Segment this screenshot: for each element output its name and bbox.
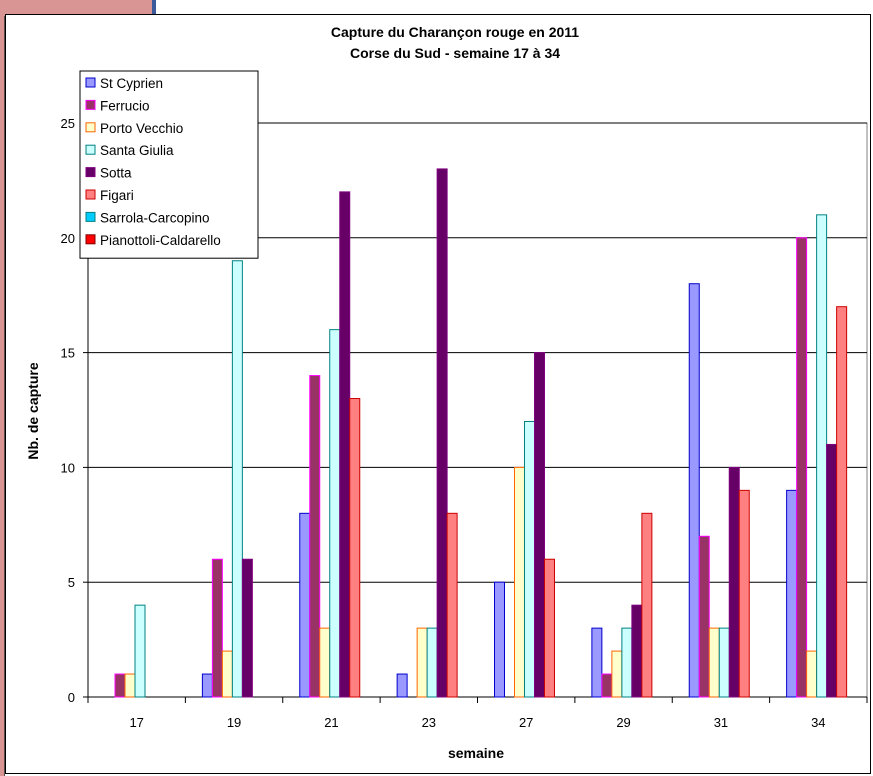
legend-label: St Cyprien — [100, 76, 163, 91]
bar — [631, 604, 643, 698]
bar — [601, 673, 613, 698]
x-tick-label: 17 — [129, 715, 143, 730]
bar — [426, 627, 438, 698]
bar — [396, 673, 408, 698]
legend-label: Santa Giulia — [100, 143, 174, 158]
bar — [641, 512, 653, 698]
y-axis-title: Nb. de capture — [25, 362, 41, 459]
x-tick-label: 34 — [811, 715, 825, 730]
bar — [231, 260, 243, 698]
legend-label: Ferrucio — [100, 98, 150, 113]
bar — [708, 627, 720, 698]
x-tick-label: 19 — [227, 715, 241, 730]
legend-label: Pianottoli-Caldarello — [100, 233, 221, 248]
y-tick-label: 15 — [61, 346, 75, 361]
legend-swatch — [85, 144, 96, 155]
x-tick-label: 29 — [616, 715, 630, 730]
legend-swatch — [85, 77, 96, 88]
y-tick-label: 20 — [61, 231, 75, 246]
bar — [534, 352, 545, 698]
bar — [514, 466, 525, 698]
bar — [201, 673, 213, 698]
chart-subtitle: Corse du Sud - semaine 17 à 34 — [350, 45, 560, 61]
legend-label: Porto Vecchio — [100, 121, 183, 136]
bar — [329, 329, 341, 698]
bar — [339, 191, 351, 698]
bar — [221, 650, 233, 698]
bar — [806, 650, 818, 698]
x-tick-label: 27 — [519, 715, 533, 730]
x-tick-label: 21 — [324, 715, 338, 730]
bar — [738, 489, 750, 698]
bar — [114, 673, 126, 698]
legend-swatch — [85, 211, 96, 222]
bar — [494, 581, 505, 698]
x-tick-label: 31 — [714, 715, 728, 730]
legend: St Cyprien Ferrucio Porto Vecchio Santa Giu… — [79, 70, 259, 259]
bar — [836, 306, 848, 698]
bar — [436, 168, 448, 698]
window-left-edge — [0, 0, 5, 776]
bar — [349, 398, 361, 698]
bar — [698, 535, 710, 698]
y-tick-label: 10 — [61, 460, 75, 475]
bar — [816, 214, 828, 698]
bar — [621, 627, 633, 698]
legend-box — [79, 70, 259, 259]
y-tick-label: 0 — [68, 690, 75, 705]
bar — [728, 466, 740, 698]
bar — [524, 420, 535, 698]
legend-label: Sotta — [100, 166, 132, 181]
bar — [796, 237, 808, 698]
legend-swatch — [85, 189, 96, 200]
plot-area: 0 5 10 15 20 25 17 19 21 23 27 29 31 34 — [61, 116, 868, 730]
bar — [309, 375, 321, 698]
bar — [786, 489, 798, 698]
y-tick-label: 25 — [61, 116, 75, 131]
x-axis-title: semaine — [448, 745, 504, 761]
bar — [718, 627, 730, 698]
legend-swatch — [85, 99, 96, 110]
bar — [319, 627, 331, 698]
bar — [446, 512, 458, 698]
bar — [241, 558, 253, 698]
bar — [211, 558, 223, 698]
bar — [124, 673, 136, 698]
legend-label: Sarrola-Carcopino — [100, 210, 210, 225]
y-tick-label: 5 — [68, 575, 75, 590]
bar — [688, 283, 700, 698]
legend-swatch — [85, 167, 96, 178]
x-tick-label: 23 — [422, 715, 436, 730]
window-top-edge-accent — [152, 0, 156, 16]
bar — [544, 558, 555, 698]
window-top-edge — [0, 0, 155, 16]
chart-title: Capture du Charançon rouge en 2011 — [331, 24, 579, 40]
bar — [299, 512, 311, 698]
bar — [611, 650, 623, 698]
legend-swatch — [85, 122, 96, 133]
legend-label: Figari — [100, 188, 134, 203]
bar — [416, 627, 428, 698]
bar — [134, 604, 146, 698]
bar — [591, 627, 603, 698]
bar — [826, 443, 838, 698]
legend-swatch — [85, 234, 96, 245]
